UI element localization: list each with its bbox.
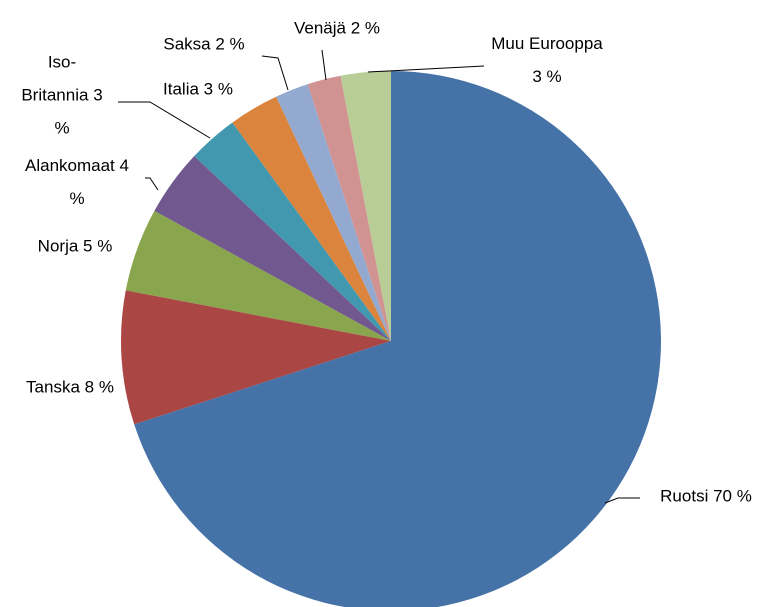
value-label: 4 % [69,156,129,208]
pie-slice [307,75,391,341]
value-label: 3 % [54,85,103,138]
data-label: Italia 3 % [138,73,258,106]
pie-slice [125,210,391,341]
category-label: Norja [37,236,79,256]
category-label: Ruotsi [660,486,709,506]
leader-line [367,65,485,73]
leader-line [261,55,289,91]
leader-lines [118,49,640,504]
data-label: Ruotsi 70 % [636,480,773,513]
pie-slice [154,156,391,341]
leader-line [118,101,211,139]
pie-slice [276,84,391,342]
value-label: 2 % [215,34,245,54]
pie-slice [120,290,391,425]
value-label: 70 % [713,486,752,506]
pie-slice [194,122,391,341]
data-label: Muu Eurooppa 3 % [487,27,607,93]
leader-line [321,49,327,81]
pie-slice [340,71,391,341]
data-label: Norja 5 % [5,230,145,263]
category-label: Iso-Britannia [21,52,89,105]
value-label: 3 % [203,79,233,99]
category-label: Alankomaat [25,156,115,175]
data-label: Alankomaat 4 % [22,149,132,215]
leader-line [145,177,159,191]
pie-slice [134,71,661,607]
data-label: Iso-Britannia 3 % [15,46,110,145]
pie-slice [232,96,391,342]
category-label: Venäjä [293,18,346,38]
leader-line [604,497,640,504]
value-label: 3 % [532,67,562,86]
data-label: Saksa 2 % [144,28,264,61]
data-label: Venäjä 2 % [277,12,397,45]
data-label: Tanska 8 % [0,371,140,404]
category-label: Tanska [26,377,80,397]
category-label: Italia [163,79,199,99]
value-label: 5 % [83,236,113,256]
value-label: 8 % [84,377,114,397]
value-label: 2 % [350,18,381,38]
category-label: Saksa [163,34,211,54]
category-label: Muu Eurooppa [491,34,603,53]
